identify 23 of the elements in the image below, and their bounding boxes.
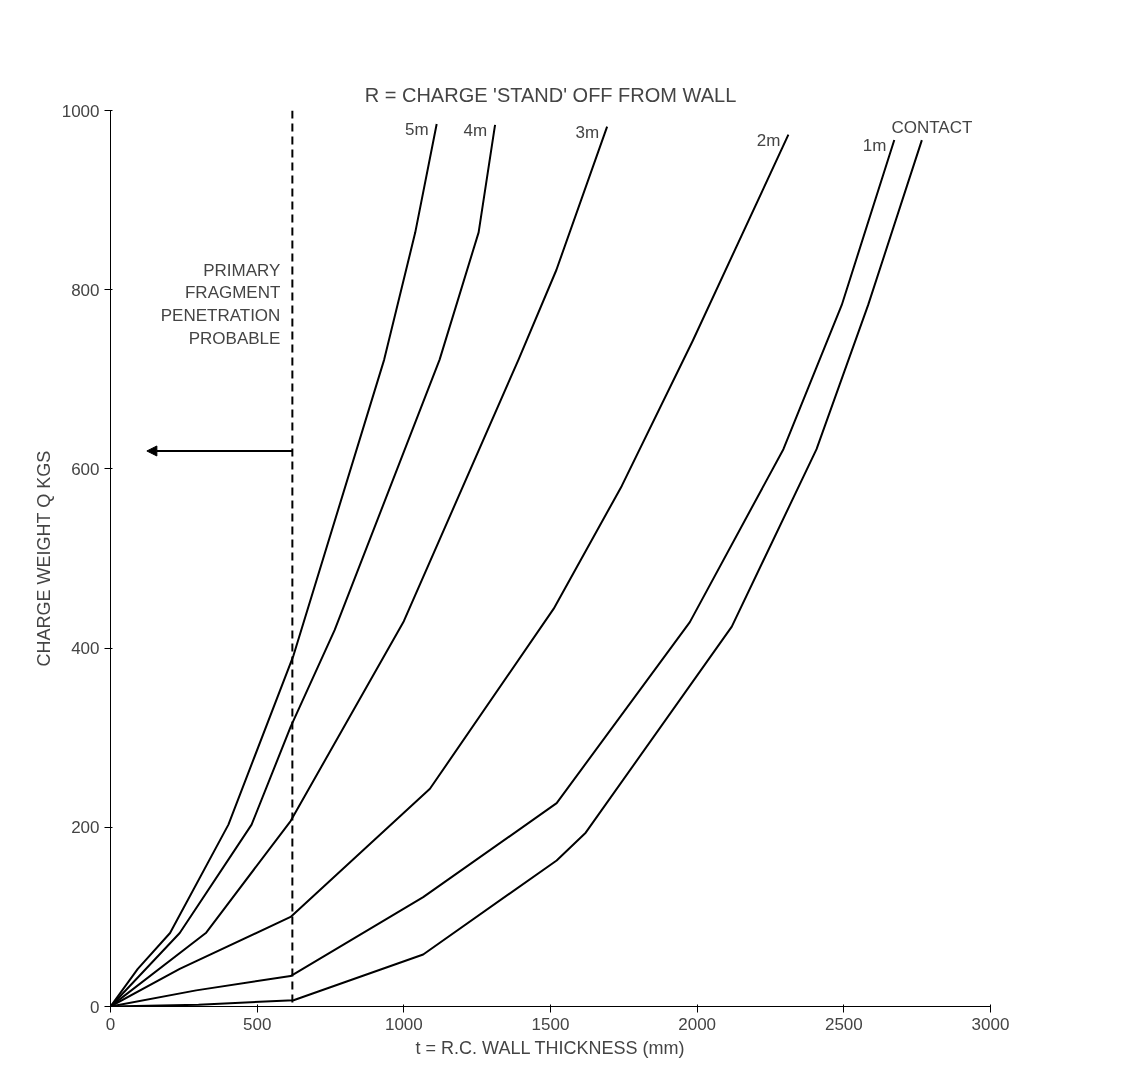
y-axis-title: CHARGE WEIGHT Q KGS [33, 450, 54, 667]
y-tick-label: 600 [71, 459, 100, 479]
y-tick-label: 200 [71, 818, 100, 838]
series-label: 1m [862, 136, 887, 156]
x-tick-label: 0 [105, 1014, 116, 1034]
x-axis-title: t = R.C. WALL THICKNESS (mm) [415, 1037, 685, 1058]
x-tick-label: 3000 [971, 1014, 1010, 1034]
y-tick-label: 1000 [61, 101, 100, 121]
series-label: 3m [575, 122, 600, 142]
series-label: 5m [405, 119, 429, 139]
x-tick-label: 1500 [531, 1014, 570, 1034]
x-tick-label: 500 [242, 1014, 272, 1034]
series-label: 4m [463, 120, 488, 140]
x-tick-label: 1000 [384, 1014, 423, 1034]
chart-title: R = CHARGE 'STAND' OFF FROM WALL [364, 83, 737, 106]
series-label: 2m [756, 130, 781, 150]
y-tick-label: 0 [90, 997, 100, 1017]
x-tick-label: 2000 [678, 1014, 717, 1034]
series-label: CONTACT [891, 118, 973, 138]
x-tick-label: 2500 [824, 1014, 863, 1034]
y-tick-label: 400 [71, 639, 100, 659]
y-tick-label: 800 [71, 280, 100, 300]
ref-line-label: PRIMARY FRAGMENT PENETRATION PROBABLE [160, 260, 281, 348]
